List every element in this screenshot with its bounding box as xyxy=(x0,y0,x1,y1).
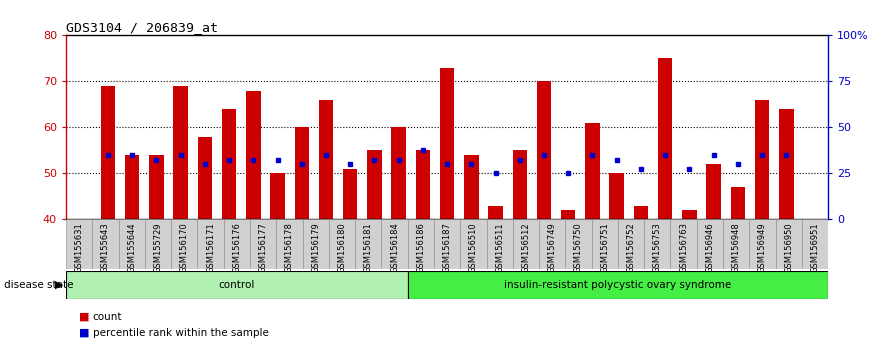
Bar xyxy=(802,219,828,269)
Text: GSM156181: GSM156181 xyxy=(364,222,373,273)
Bar xyxy=(171,219,197,269)
Text: GSM156948: GSM156948 xyxy=(731,222,741,273)
Bar xyxy=(319,100,333,219)
Bar xyxy=(537,81,552,219)
Bar xyxy=(302,219,329,269)
Text: GSM156512: GSM156512 xyxy=(522,222,530,273)
Bar xyxy=(464,155,478,219)
Text: GSM156763: GSM156763 xyxy=(679,222,688,273)
Bar xyxy=(488,206,503,219)
Text: GSM156178: GSM156178 xyxy=(285,222,294,273)
Text: GSM156176: GSM156176 xyxy=(233,222,241,273)
Bar xyxy=(119,219,144,269)
Bar xyxy=(707,164,721,219)
Text: GSM156186: GSM156186 xyxy=(417,222,426,273)
Bar xyxy=(100,86,115,219)
Bar xyxy=(775,219,802,269)
Bar xyxy=(294,127,309,219)
Bar xyxy=(755,100,769,219)
Text: GSM156184: GSM156184 xyxy=(390,222,399,273)
Bar xyxy=(381,219,408,269)
Bar xyxy=(723,219,750,269)
Bar xyxy=(513,219,539,269)
Bar xyxy=(416,150,430,219)
Text: ■: ■ xyxy=(79,312,90,322)
Bar xyxy=(93,219,119,269)
Bar xyxy=(246,91,261,219)
Text: GSM156949: GSM156949 xyxy=(758,222,767,273)
Text: insulin-resistant polycystic ovary syndrome: insulin-resistant polycystic ovary syndr… xyxy=(504,280,731,290)
Bar xyxy=(618,219,644,269)
Bar xyxy=(585,123,600,219)
Text: count: count xyxy=(93,312,122,322)
Text: GSM156171: GSM156171 xyxy=(206,222,215,273)
Bar xyxy=(682,210,697,219)
Text: GSM156170: GSM156170 xyxy=(180,222,189,273)
Text: ▶: ▶ xyxy=(55,280,63,290)
Bar xyxy=(670,219,697,269)
Bar xyxy=(391,127,406,219)
Bar xyxy=(149,155,164,219)
Bar xyxy=(66,272,408,298)
Bar xyxy=(440,68,455,219)
Text: GSM156752: GSM156752 xyxy=(626,222,635,273)
Bar xyxy=(460,219,486,269)
Bar xyxy=(561,210,575,219)
Bar xyxy=(566,219,592,269)
Text: GSM155729: GSM155729 xyxy=(153,222,163,273)
Text: GSM155631: GSM155631 xyxy=(75,222,84,273)
Text: GSM156950: GSM156950 xyxy=(784,222,793,273)
Bar xyxy=(250,219,277,269)
Text: GSM156179: GSM156179 xyxy=(311,222,320,273)
Text: GDS3104 / 206839_at: GDS3104 / 206839_at xyxy=(66,21,218,34)
Bar xyxy=(513,150,527,219)
Text: GSM155644: GSM155644 xyxy=(127,222,137,273)
Text: GSM156951: GSM156951 xyxy=(811,222,819,273)
Text: GSM156749: GSM156749 xyxy=(548,222,557,273)
Bar xyxy=(408,272,828,298)
Text: GSM156946: GSM156946 xyxy=(706,222,714,273)
Text: GSM156510: GSM156510 xyxy=(469,222,478,273)
Bar xyxy=(125,155,139,219)
Bar xyxy=(174,86,188,219)
Text: GSM156177: GSM156177 xyxy=(259,222,268,273)
Bar xyxy=(197,219,224,269)
Text: GSM156180: GSM156180 xyxy=(337,222,346,273)
Bar xyxy=(222,109,236,219)
Bar xyxy=(329,219,355,269)
Bar xyxy=(408,219,434,269)
Bar xyxy=(592,219,618,269)
Bar xyxy=(644,219,670,269)
Bar xyxy=(539,219,566,269)
Bar xyxy=(730,187,745,219)
Text: GSM156751: GSM156751 xyxy=(600,222,610,273)
Bar xyxy=(144,219,171,269)
Text: GSM156511: GSM156511 xyxy=(495,222,504,273)
Text: percentile rank within the sample: percentile rank within the sample xyxy=(93,328,269,338)
Bar xyxy=(367,150,381,219)
Text: GSM155643: GSM155643 xyxy=(101,222,110,273)
Text: ■: ■ xyxy=(79,328,90,338)
Bar xyxy=(779,109,794,219)
Text: disease state: disease state xyxy=(4,280,74,290)
Bar xyxy=(277,219,302,269)
Bar xyxy=(343,169,358,219)
Text: GSM156750: GSM156750 xyxy=(574,222,583,273)
Bar xyxy=(434,219,460,269)
Bar xyxy=(658,58,672,219)
Bar xyxy=(270,173,285,219)
Text: control: control xyxy=(218,280,255,290)
Bar xyxy=(66,219,93,269)
Bar xyxy=(633,206,648,219)
Text: GSM156753: GSM156753 xyxy=(653,222,662,273)
Text: GSM156187: GSM156187 xyxy=(442,222,452,273)
Bar xyxy=(355,219,381,269)
Bar xyxy=(750,219,775,269)
Bar xyxy=(486,219,513,269)
Bar xyxy=(610,173,624,219)
Bar xyxy=(697,219,723,269)
Bar xyxy=(224,219,250,269)
Bar xyxy=(197,137,212,219)
